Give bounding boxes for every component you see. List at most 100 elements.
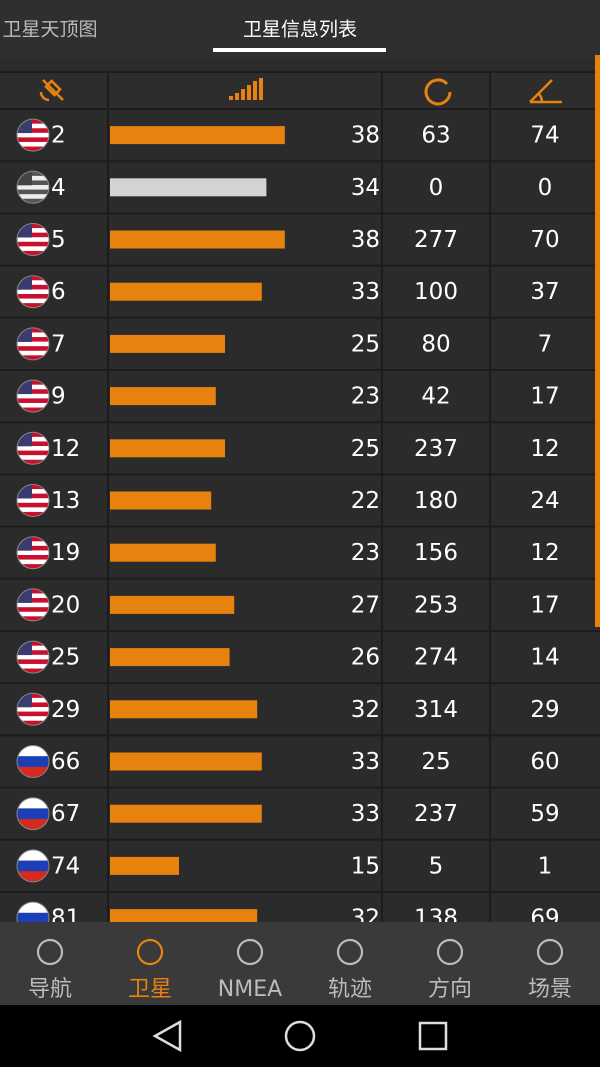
snr-bar xyxy=(110,439,225,458)
prn: 2 xyxy=(51,123,66,149)
flag-stripe xyxy=(17,332,49,338)
snr-bar xyxy=(110,752,262,771)
nav-label[interactable]: 场景 xyxy=(528,977,572,1002)
snr-bar xyxy=(110,856,179,875)
flag-stripe xyxy=(17,185,49,191)
nav-icon[interactable] xyxy=(236,938,264,966)
flag-stripe xyxy=(17,797,49,809)
flag-stripe xyxy=(17,541,49,547)
flag-stripe xyxy=(17,716,49,722)
nav-label[interactable]: NMEA xyxy=(218,977,282,1002)
flag-stripe xyxy=(17,607,49,613)
flag-border xyxy=(16,327,50,361)
flag-stripe xyxy=(17,303,49,308)
prn: 12 xyxy=(51,436,80,462)
flag-stripe xyxy=(17,337,49,343)
nav-icon[interactable] xyxy=(136,938,164,966)
nav-icon[interactable] xyxy=(436,938,464,966)
prn: 81 xyxy=(51,906,80,932)
tab[interactable]: 卫星天顶图 xyxy=(2,19,97,41)
prn: 29 xyxy=(51,697,80,723)
flag-stripe xyxy=(17,198,49,204)
flag-stripe xyxy=(17,228,49,234)
flag-border xyxy=(16,223,50,256)
prn: 5 xyxy=(51,227,66,253)
azimuth: 63 xyxy=(421,123,450,149)
flag-stripe xyxy=(17,350,49,356)
azimuth: 314 xyxy=(414,697,458,723)
flag-stripe xyxy=(17,119,49,125)
azimuth: 42 xyxy=(421,384,450,410)
flag-stripe xyxy=(17,860,49,872)
flag-stripe xyxy=(17,289,49,295)
flag-stripe xyxy=(17,298,49,304)
azimuth: 80 xyxy=(421,331,450,357)
flag-stripe xyxy=(17,654,49,660)
azimuth: 100 xyxy=(414,279,458,305)
snr-bar xyxy=(110,126,285,145)
flag-stripe xyxy=(17,250,49,256)
nav-icon[interactable] xyxy=(336,938,364,966)
flag-stripe xyxy=(17,393,49,399)
prn: 4 xyxy=(51,175,66,201)
prn: 20 xyxy=(51,592,80,618)
flag-stripe xyxy=(17,598,49,604)
flag-stripe xyxy=(17,171,49,177)
flag-stripe xyxy=(17,436,49,442)
recent-button[interactable] xyxy=(418,1021,448,1051)
signal-icon xyxy=(229,78,263,100)
flag-stripe xyxy=(17,641,49,647)
nav-label[interactable]: 卫星 xyxy=(128,977,172,1002)
elevation: 0 xyxy=(538,175,553,201)
nav-icon-shape xyxy=(436,938,464,966)
nav-icon[interactable] xyxy=(536,938,564,966)
flag-stripe xyxy=(17,645,49,651)
flag-stripe xyxy=(17,545,49,551)
flag-stripe xyxy=(17,194,49,200)
flag-stripe xyxy=(17,756,49,768)
flag-border xyxy=(16,536,50,570)
flag-stripe xyxy=(17,498,49,504)
home-button[interactable] xyxy=(284,1020,316,1052)
elevation: 37 xyxy=(530,279,559,305)
flag-stripe xyxy=(17,459,49,465)
snr: 23 xyxy=(351,384,380,410)
prn: 66 xyxy=(51,749,80,775)
flag-stripe xyxy=(17,912,49,922)
elevation: 17 xyxy=(530,384,559,410)
flag-stripe xyxy=(17,232,49,238)
elevation: 14 xyxy=(530,645,559,671)
snr: 15 xyxy=(351,853,380,879)
flag-stripe xyxy=(17,280,49,286)
nav-label[interactable]: 轨迹 xyxy=(328,977,372,1002)
table-header xyxy=(0,72,600,109)
prn: 6 xyxy=(51,279,66,305)
prn: 74 xyxy=(51,853,80,879)
azimuth: 156 xyxy=(414,540,458,566)
flag-stripe xyxy=(17,502,49,508)
azimuth: 237 xyxy=(414,801,458,827)
nav-icon[interactable] xyxy=(36,938,64,966)
satellite-icon xyxy=(39,79,64,102)
flag-stripe xyxy=(17,593,49,599)
flag-stripe xyxy=(17,602,49,608)
flag-stripe xyxy=(17,745,49,757)
flag-stripe xyxy=(17,180,49,186)
flag-stripe xyxy=(17,327,49,333)
nav-label[interactable]: 方向 xyxy=(428,977,472,1002)
flag-stripe xyxy=(17,237,49,243)
back-button[interactable] xyxy=(152,1019,182,1053)
snr-bar xyxy=(110,909,258,922)
snr-bar xyxy=(110,230,285,249)
flag-stripe xyxy=(17,132,49,138)
flag-stripe xyxy=(17,380,49,386)
flag-stripe xyxy=(17,123,49,129)
prn: 19 xyxy=(51,540,80,566)
flag-stripe xyxy=(17,559,49,565)
flag xyxy=(17,745,49,778)
nav-label[interactable]: 导航 xyxy=(28,977,72,1002)
flag-border xyxy=(16,275,50,309)
flag-border xyxy=(16,484,50,517)
tab[interactable]: 卫星信息列表 xyxy=(243,19,357,41)
